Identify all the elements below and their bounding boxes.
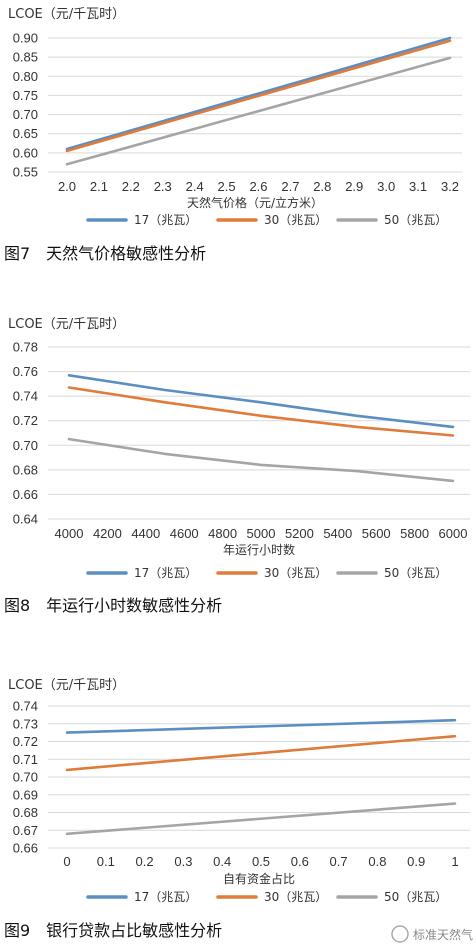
x-tick-label: 0.3 bbox=[174, 854, 192, 869]
series-line-2 bbox=[65, 39, 452, 153]
y-tick-label: 0.74 bbox=[13, 699, 38, 714]
series-line-1 bbox=[65, 718, 457, 734]
y-tick-label: 0.85 bbox=[13, 50, 38, 65]
series-line-2 bbox=[67, 386, 455, 437]
series-line-1 bbox=[65, 36, 452, 151]
x-tick-label: 2.1 bbox=[90, 179, 108, 194]
y-axis-title: LCOE（元/千瓦时） bbox=[8, 317, 125, 332]
legend-label: 50（兆瓦） bbox=[384, 213, 447, 227]
y-tick-label: 0.80 bbox=[13, 69, 38, 84]
y-tick-label: 0.70 bbox=[13, 438, 38, 453]
legend-label: 50（兆瓦） bbox=[384, 890, 447, 904]
x-tick-label: 4200 bbox=[93, 526, 122, 541]
y-tick-label: 0.70 bbox=[13, 770, 38, 785]
x-tick-label: 3.2 bbox=[441, 179, 459, 194]
legend-label: 30（兆瓦） bbox=[264, 213, 327, 227]
x-tick-label: 4400 bbox=[131, 526, 160, 541]
y-tick-label: 0.75 bbox=[13, 88, 38, 103]
x-tick-label: 0.8 bbox=[368, 854, 386, 869]
x-tick-label: 5400 bbox=[323, 526, 352, 541]
y-tick-label: 0.68 bbox=[13, 462, 38, 477]
legend-label: 50（兆瓦） bbox=[384, 566, 447, 580]
y-tick-label: 0.90 bbox=[13, 31, 38, 46]
x-tick-label: 2.7 bbox=[281, 179, 299, 194]
x-tick-label: 2.9 bbox=[345, 179, 363, 194]
x-tick-label: 4800 bbox=[208, 526, 237, 541]
x-tick-label: 6000 bbox=[439, 526, 468, 541]
legend-label: 17（兆瓦） bbox=[134, 213, 197, 227]
x-tick-label: 5800 bbox=[400, 526, 429, 541]
y-tick-label: 0.60 bbox=[13, 145, 38, 160]
y-tick-label: 0.74 bbox=[13, 389, 38, 404]
x-tick-label: 0.5 bbox=[252, 854, 270, 869]
y-tick-label: 0.73 bbox=[13, 716, 38, 731]
x-tick-label: 2.4 bbox=[186, 179, 204, 194]
figure-caption: 图9 银行贷款占比敏感性分析 bbox=[4, 921, 222, 940]
x-tick-label: 4600 bbox=[170, 526, 199, 541]
x-tick-label: 0 bbox=[63, 854, 70, 869]
x-tick-label: 2.8 bbox=[313, 179, 331, 194]
legend-label: 17（兆瓦） bbox=[134, 566, 197, 580]
y-tick-label: 0.68 bbox=[13, 805, 38, 820]
x-tick-label: 0.2 bbox=[136, 854, 154, 869]
legend-label: 30（兆瓦） bbox=[264, 566, 327, 580]
y-tick-label: 0.72 bbox=[13, 413, 38, 428]
x-tick-label: 3.1 bbox=[409, 179, 427, 194]
figure-caption: 图8 年运行小时数敏感性分析 bbox=[4, 596, 222, 615]
y-tick-label: 0.66 bbox=[13, 841, 38, 856]
chart-9: LCOE（元/千瓦时）0.660.670.680.690.700.710.720… bbox=[4, 678, 470, 940]
x-tick-label: 2.0 bbox=[58, 179, 76, 194]
series-line-1 bbox=[67, 373, 455, 429]
wechat-icon bbox=[391, 925, 409, 943]
x-tick-label: 4000 bbox=[55, 526, 84, 541]
x-tick-label: 0.6 bbox=[291, 854, 309, 869]
y-tick-label: 0.65 bbox=[13, 126, 38, 141]
x-tick-label: 0.1 bbox=[97, 854, 115, 869]
chart-7: LCOE（元/千瓦时） 0.55 0.60 0.65 0.70 0.75 0.80 0.85 0… bbox=[4, 7, 462, 263]
x-tick-label: 2.2 bbox=[122, 179, 140, 194]
x-tick-label: 3.0 bbox=[377, 179, 395, 194]
x-tick-label: 5000 bbox=[247, 526, 276, 541]
x-tick-label: 1 bbox=[451, 854, 458, 869]
y-tick-label: 0.66 bbox=[13, 487, 38, 502]
y-tick-label: 0.76 bbox=[13, 364, 38, 379]
y-tick-label: 0.64 bbox=[13, 512, 38, 527]
y-tick-label: 0.71 bbox=[13, 752, 38, 767]
legend-label: 30（兆瓦） bbox=[264, 890, 327, 904]
x-axis-title: 年运行小时数 bbox=[223, 542, 295, 557]
series-line-2 bbox=[65, 734, 457, 772]
y-tick-label: 0.70 bbox=[13, 107, 38, 122]
x-axis-title: 天然气价格（元/立方米） bbox=[187, 195, 323, 210]
watermark-text: 标准天然气 bbox=[413, 927, 473, 942]
chart-8: LCOE（元/千瓦时） 0.64 0.66 0.68 0.70 0.72 0.74 0.76 0… bbox=[4, 317, 470, 615]
y-tick-label: 0.55 bbox=[13, 165, 38, 180]
series-line-3 bbox=[65, 802, 457, 836]
series-line-3 bbox=[67, 437, 455, 483]
y-tick-label: 0.69 bbox=[13, 787, 38, 802]
watermark: 标准天然气 bbox=[391, 925, 473, 943]
x-tick-label: 0.9 bbox=[407, 854, 425, 869]
y-axis-title: LCOE（元/千瓦时） bbox=[8, 678, 125, 693]
y-axis-title: LCOE（元/千瓦时） bbox=[8, 7, 125, 22]
y-tick-label: 0.78 bbox=[13, 340, 38, 355]
series-line-3 bbox=[65, 56, 452, 166]
x-axis-title: 自有资金占比 bbox=[223, 871, 295, 886]
x-tick-label: 2.5 bbox=[218, 179, 236, 194]
figure-caption: 图7 天然气价格敏感性分析 bbox=[4, 244, 206, 263]
y-tick-label: 0.67 bbox=[13, 823, 38, 838]
x-tick-label: 0.7 bbox=[330, 854, 348, 869]
x-tick-label: 2.6 bbox=[249, 179, 267, 194]
x-tick-label: 5200 bbox=[285, 526, 314, 541]
x-tick-label: 5600 bbox=[362, 526, 391, 541]
legend-label: 17（兆瓦） bbox=[134, 890, 197, 904]
y-tick-label: 0.72 bbox=[13, 734, 38, 749]
x-tick-label: 0.4 bbox=[213, 854, 231, 869]
x-tick-label: 2.3 bbox=[154, 179, 172, 194]
